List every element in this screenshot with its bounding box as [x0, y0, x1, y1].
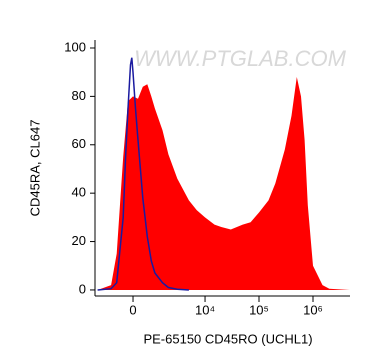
y-tick-label: 60 — [72, 136, 86, 151]
histogram-area — [97, 77, 350, 290]
x-axis-label: PE-65150 CD45RO (UCHL1) — [143, 331, 312, 346]
y-tick-label: 80 — [72, 88, 86, 103]
x-tick-label: 10⁴ — [195, 302, 215, 317]
y-axis-label: CD45RA, CL647 — [27, 120, 42, 217]
histogram-line — [97, 57, 189, 291]
y-tick-label: 0 — [79, 281, 86, 296]
y-tick-label: 100 — [64, 39, 86, 54]
x-tick-label: 0 — [129, 302, 136, 317]
x-tick-label: 10⁶ — [303, 302, 323, 317]
x-tick-label: 10⁵ — [249, 302, 269, 317]
y-tick-label: 20 — [72, 233, 86, 248]
watermark: WWW.PTGLAB.COM — [134, 46, 347, 71]
y-tick-label: 40 — [72, 185, 86, 200]
